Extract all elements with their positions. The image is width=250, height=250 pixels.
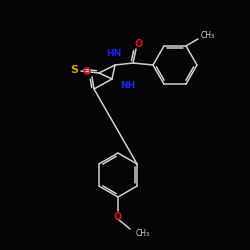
- Text: CH₃: CH₃: [136, 228, 150, 237]
- Text: HN: HN: [106, 49, 122, 58]
- Text: O: O: [135, 39, 143, 49]
- Text: NH: NH: [120, 80, 135, 90]
- Text: S: S: [70, 65, 78, 75]
- Text: O: O: [114, 212, 122, 222]
- Text: O: O: [83, 67, 91, 77]
- Text: CH₃: CH₃: [201, 32, 215, 40]
